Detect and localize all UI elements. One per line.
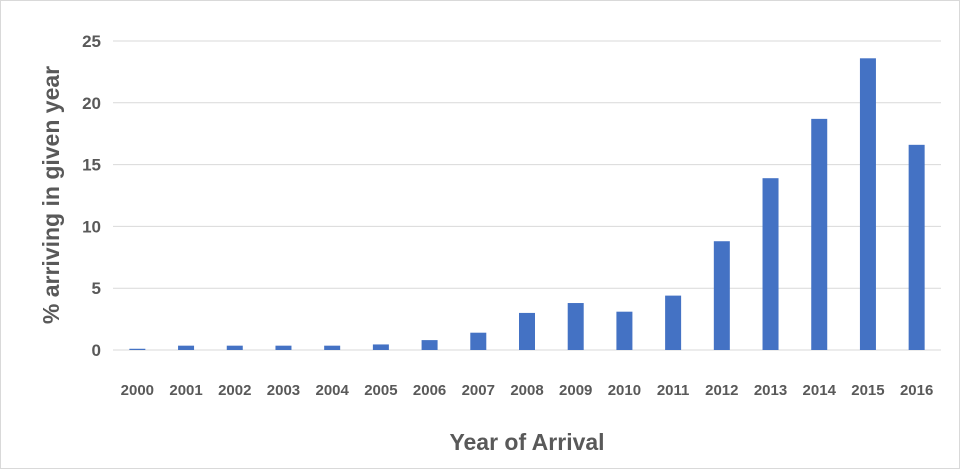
x-tick-label: 2002 <box>218 382 251 399</box>
x-axis-title: Year of Arrival <box>449 429 604 455</box>
y-tick-label: 0 <box>92 341 101 360</box>
x-tick-label: 2012 <box>705 382 738 399</box>
y-axis-title: % arriving in given year <box>38 66 64 324</box>
bar-2005 <box>372 344 389 350</box>
y-tick-label: 25 <box>82 32 101 51</box>
x-tick-label: 2010 <box>608 382 641 399</box>
x-tick-label: 2011 <box>657 382 690 399</box>
y-tick-label: 15 <box>82 156 101 175</box>
x-tick-label: 2003 <box>267 382 300 399</box>
x-tick-label: 2015 <box>851 382 884 399</box>
x-tick-labels: 2000 2001 2002 2003 2004 2005 2006 2007 2008 2009… <box>121 382 934 399</box>
bar-2015 <box>859 58 876 350</box>
y-tick-labels: 0 5 10 15 20 25 <box>82 32 101 360</box>
x-tick-label: 2000 <box>121 382 154 399</box>
bar-2013 <box>762 178 779 350</box>
x-tick-label: 2016 <box>900 382 933 399</box>
bar-2000 <box>129 348 146 350</box>
bar-2016 <box>908 144 925 350</box>
bar-2009 <box>567 303 584 350</box>
x-tick-label: 2006 <box>413 382 446 399</box>
bars <box>129 58 925 350</box>
x-tick-label: 2001 <box>169 382 202 399</box>
y-tick-label: 5 <box>92 279 101 298</box>
y-tick-label: 10 <box>82 217 101 236</box>
bar-2003 <box>275 345 292 350</box>
bar-2010 <box>616 311 633 350</box>
x-tick-label: 2013 <box>754 382 787 399</box>
x-tick-label: 2008 <box>510 382 543 399</box>
bar-2014 <box>811 118 828 350</box>
bar-2011 <box>665 295 682 350</box>
bar-2008 <box>519 312 535 350</box>
x-tick-label: 2014 <box>803 382 837 399</box>
x-tick-label: 2009 <box>559 382 592 399</box>
bar-2007 <box>470 332 487 350</box>
bar-2002 <box>226 345 243 350</box>
x-tick-label: 2004 <box>315 382 349 399</box>
x-tick-label: 2007 <box>462 382 495 399</box>
y-tick-label: 20 <box>82 94 101 113</box>
bar-2006 <box>421 340 438 350</box>
gridlines <box>113 40 941 351</box>
bar-2004 <box>324 345 341 350</box>
bar-2012 <box>713 241 730 350</box>
bar-2001 <box>178 345 195 350</box>
x-tick-label: 2005 <box>364 382 397 399</box>
